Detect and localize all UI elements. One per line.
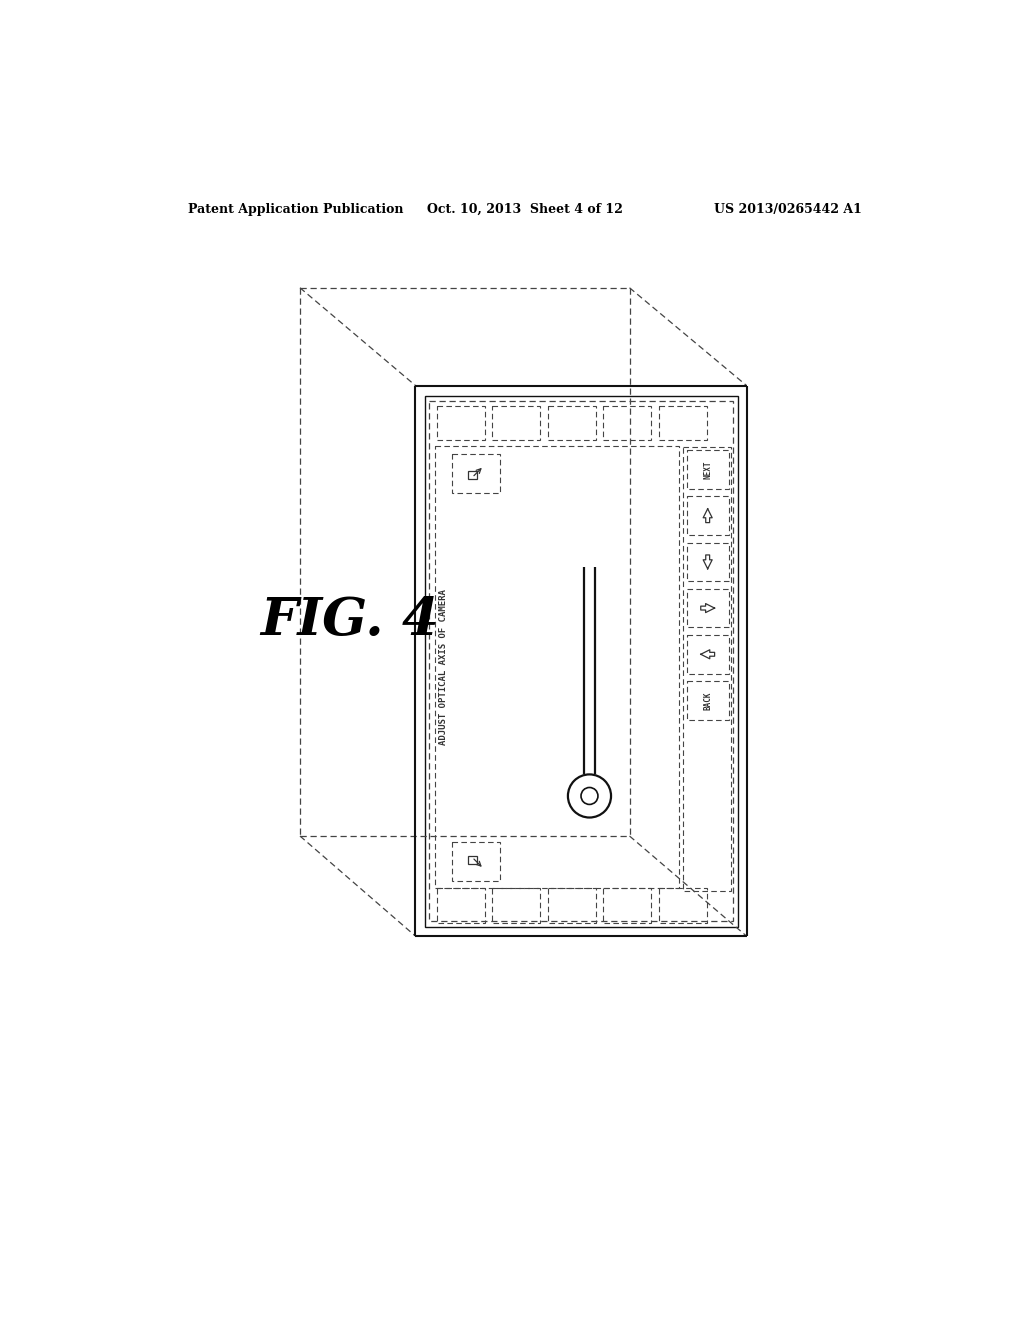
Text: US 2013/0265442 A1: US 2013/0265442 A1 bbox=[714, 203, 862, 216]
Bar bbox=[493, 405, 541, 441]
Text: FIG. 4: FIG. 4 bbox=[260, 595, 438, 645]
Bar bbox=[603, 405, 651, 441]
Text: Oct. 10, 2013  Sheet 4 of 12: Oct. 10, 2013 Sheet 4 of 12 bbox=[427, 203, 623, 216]
Text: NEXT: NEXT bbox=[703, 461, 712, 479]
Bar bbox=[468, 855, 477, 863]
Bar bbox=[658, 888, 707, 923]
Bar bbox=[548, 405, 596, 441]
Bar bbox=[658, 405, 707, 441]
Bar bbox=[493, 888, 541, 923]
Bar bbox=[437, 405, 484, 441]
Bar bbox=[468, 471, 477, 479]
Text: BACK: BACK bbox=[703, 692, 712, 710]
Bar bbox=[548, 888, 596, 923]
Bar bbox=[686, 496, 729, 535]
Bar bbox=[686, 681, 729, 719]
Bar bbox=[425, 396, 738, 927]
Bar bbox=[453, 842, 500, 880]
Bar bbox=[437, 888, 484, 923]
Bar bbox=[686, 543, 729, 581]
Bar bbox=[453, 454, 500, 492]
Text: Patent Application Publication: Patent Application Publication bbox=[188, 203, 403, 216]
Bar bbox=[686, 450, 729, 488]
Bar bbox=[686, 635, 729, 673]
Bar bbox=[429, 401, 733, 921]
Bar bbox=[435, 446, 679, 888]
Bar bbox=[686, 589, 729, 627]
Bar bbox=[683, 447, 731, 891]
Text: ADJUST OPTICAL AXIS OF CAMERA: ADJUST OPTICAL AXIS OF CAMERA bbox=[439, 590, 449, 746]
Bar bbox=[603, 888, 651, 923]
